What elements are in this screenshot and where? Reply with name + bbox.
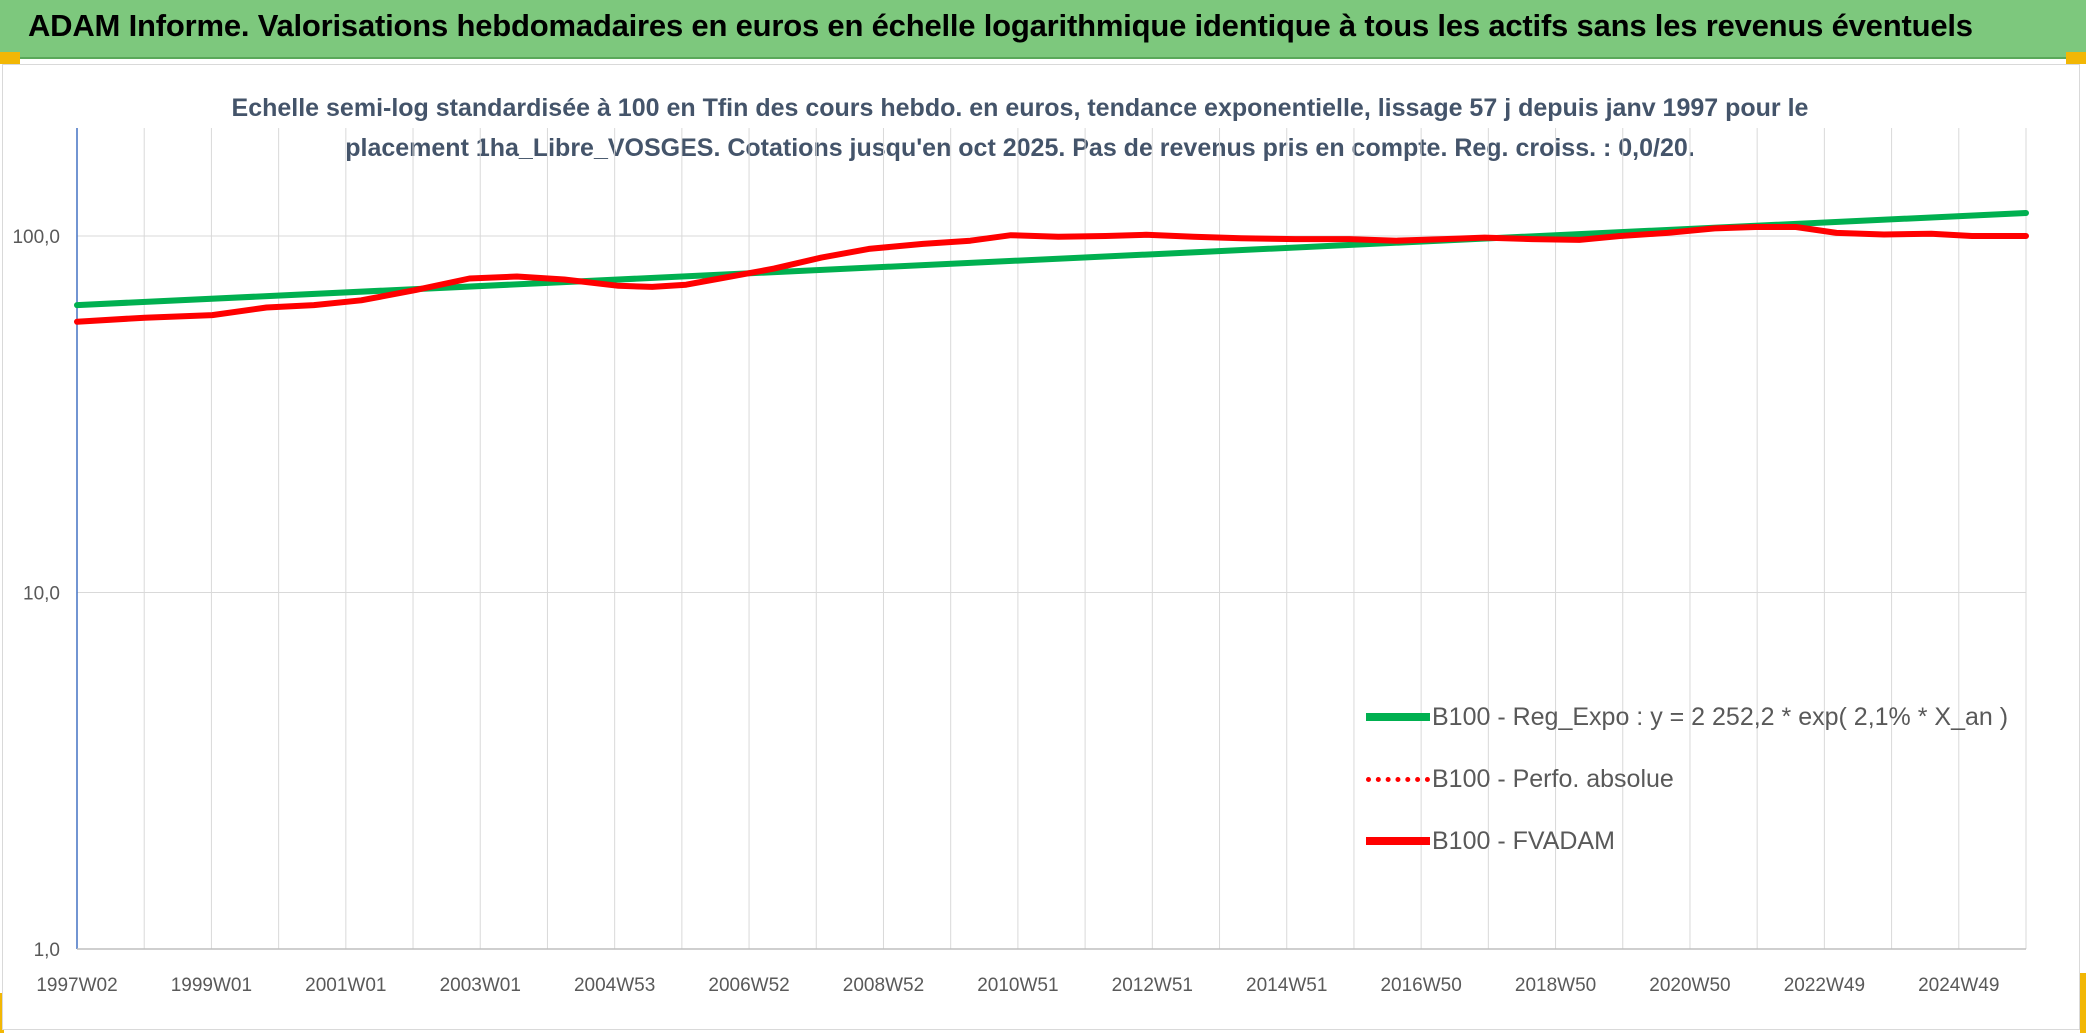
chart-title: Echelle semi-log standardisée à 100 en T… [200, 88, 1840, 168]
corner-marker-bottom-right [2080, 973, 2086, 1033]
x-tick-label: 2004W53 [574, 975, 655, 996]
x-tick-label: 2016W50 [1380, 975, 1461, 996]
x-tick-label: 2006W52 [708, 975, 789, 996]
x-tick-label: 2024W49 [1918, 975, 1999, 996]
report-title: ADAM Informe. Valorisations hebdomadaire… [28, 8, 1973, 43]
legend-item-reg-expo: B100 - Reg_Expo : y = 2 252,2 * exp( 2,1… [1366, 686, 2026, 748]
legend-swatch-green [1366, 713, 1430, 721]
report-banner: ADAM Informe. Valorisations hebdomadaire… [0, 0, 2086, 59]
y-tick-label: 10,0 [23, 584, 60, 605]
x-tick-label: 2008W52 [843, 975, 924, 996]
series-line-fvadam [74, 224, 2029, 325]
legend-label: B100 - FVADAM [1432, 826, 1615, 855]
legend-item-perfo-absolue: B100 - Perfo. absolue [1366, 748, 2026, 810]
x-tick-label: 2001W01 [305, 975, 386, 996]
x-tick-label: 1997W02 [36, 975, 117, 996]
x-tick-label: 2010W51 [977, 975, 1058, 996]
chart-legend: B100 - Reg_Expo : y = 2 252,2 * exp( 2,1… [1366, 686, 2026, 872]
x-tick-label: 2020W50 [1649, 975, 1730, 996]
legend-swatch-red [1366, 837, 1430, 845]
x-tick-label: 2012W51 [1112, 975, 1193, 996]
x-tick-label: 2003W01 [440, 975, 521, 996]
legend-item-fvadam: B100 - FVADAM [1366, 810, 2026, 872]
chart-title-line-2: placement 1ha_Libre_VOSGES. Cotations ju… [345, 134, 1695, 162]
x-tick-label: 2018W50 [1515, 975, 1596, 996]
x-tick-label: 2014W51 [1246, 975, 1327, 996]
legend-label: B100 - Reg_Expo : y = 2 252,2 * exp( 2,1… [1432, 702, 2009, 731]
corner-marker-top-left [0, 52, 20, 64]
chart-title-line-1: Echelle semi-log standardisée à 100 en T… [231, 94, 1809, 122]
y-tick-label: 100,0 [12, 227, 60, 248]
legend-swatch-dotted-red [1366, 776, 1430, 782]
legend-label: B100 - Perfo. absolue [1432, 764, 1674, 793]
corner-marker-top-right [2066, 52, 2086, 64]
y-tick-label: 1,0 [34, 940, 60, 961]
x-tick-label: 1999W01 [171, 975, 252, 996]
x-tick-label: 2022W49 [1784, 975, 1865, 996]
